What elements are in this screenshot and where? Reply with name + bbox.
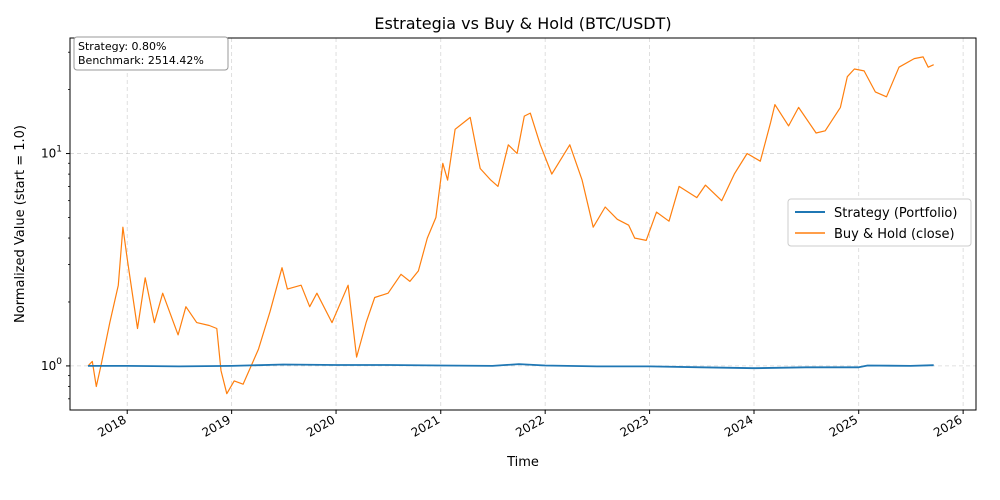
series-line-buy-hold — [87, 56, 934, 395]
series-layer — [87, 56, 934, 395]
legend-box — [787, 198, 972, 247]
chart-title: Estrategia vs Buy & Hold (BTC/USDT) — [374, 14, 671, 33]
annotation-strategy: Strategy: 0.80% — [78, 40, 166, 53]
stats-annotation-box: Strategy: 0.80% Benchmark: 2514.42% — [73, 36, 229, 71]
x-axis-label: Time — [506, 455, 539, 470]
series-line-strategy — [88, 363, 934, 370]
y-axis-label: Normalized Value (start = 1.0) — [13, 125, 28, 323]
annotation-box — [73, 36, 229, 71]
plot-frame — [69, 37, 977, 411]
legend-label-buy-hold: Buy & Hold (close) — [834, 227, 955, 242]
annotation-benchmark: Benchmark: 2514.42% — [78, 54, 204, 67]
legend: Strategy (Portfolio) Buy & Hold (close) — [787, 198, 972, 247]
legend-label-strategy: Strategy (Portfolio) — [834, 206, 957, 221]
